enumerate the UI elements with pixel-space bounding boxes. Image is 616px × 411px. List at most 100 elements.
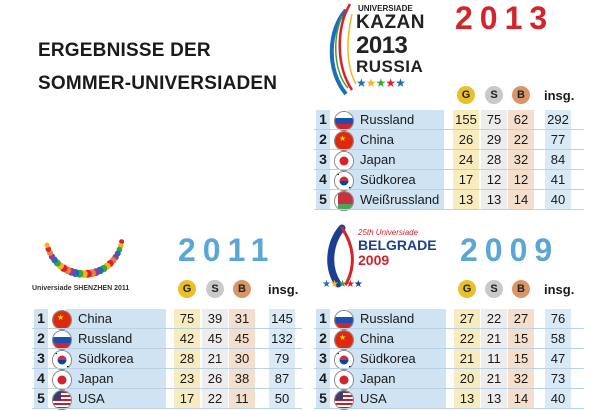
total-count: 292 [545, 110, 571, 129]
bronze-count: 45 [234, 331, 250, 346]
year-2009-heading: 2009 [460, 232, 560, 268]
table-row: China 2 ★ 22 21 15 58 [314, 329, 584, 350]
kazan-logo-line-1: UNIVERSIADE [358, 4, 413, 13]
silver-count: 21 [486, 331, 502, 346]
table-row: USA 5 17 22 11 50 [32, 389, 302, 410]
column-header-total: insg. [268, 282, 299, 297]
country-name: Japan [66, 369, 166, 388]
silver-count: 75 [486, 112, 502, 127]
rank-number: 3 [34, 349, 48, 368]
shenzhen-logo-caption: Universiade SHENZHEN 2011 [32, 285, 130, 292]
row-divider [314, 328, 584, 329]
rank-number: 3 [316, 349, 330, 368]
table-row: China 2 ★ 26 29 22 77 [314, 130, 584, 151]
svg-text:★: ★ [339, 333, 346, 342]
gold-count: 155 [455, 112, 477, 127]
gold-count: 23 [179, 371, 195, 386]
column-header-gold: G [458, 280, 476, 298]
belgrade-universiade-logo: 25th Universiade BELGRADE 2009 ★★★★★ [320, 222, 445, 294]
total-count: 73 [545, 369, 571, 388]
rank-number: 4 [316, 170, 330, 189]
column-header-gold: G [178, 280, 196, 298]
silver-count: 26 [207, 371, 223, 386]
country-name: USA [66, 389, 166, 408]
country-name: Russland [348, 309, 446, 328]
rank-number: 2 [316, 329, 330, 348]
gold-count: 13 [458, 192, 474, 207]
korea-flag-icon [334, 171, 354, 191]
total-count: 40 [545, 389, 571, 408]
total-count: 40 [545, 190, 571, 209]
country-name: China [66, 309, 166, 328]
silver-count: 13 [486, 192, 502, 207]
row-divider [314, 408, 584, 409]
column-header-bronze: B [512, 280, 530, 298]
belgrade-emblem-icon [327, 224, 354, 288]
bronze-count: 14 [513, 192, 529, 207]
table-row: Russland 2 42 45 45 132 [32, 329, 302, 350]
kazan-swoosh-icon [329, 3, 357, 96]
table-row: Japan 3 24 28 32 84 [314, 150, 584, 171]
bronze-count: 62 [513, 112, 529, 127]
belgrade-logo-line-2: BELGRADE [358, 237, 437, 253]
gold-count: 22 [459, 331, 475, 346]
column-tint-silver [481, 110, 507, 210]
country-name: China [348, 329, 446, 348]
japan-flag-icon [52, 370, 72, 390]
silver-count: 28 [486, 152, 502, 167]
country-name: Russland [348, 110, 444, 129]
column-header-silver: S [206, 280, 224, 298]
silver-count: 22 [486, 311, 502, 326]
row-divider [32, 408, 302, 409]
total-count: 84 [545, 150, 571, 169]
page-title-line-2: SOMMER-UNIVERSIADEN [38, 73, 278, 94]
row-divider [32, 388, 302, 389]
total-count: 41 [545, 170, 571, 189]
total-count: 87 [269, 369, 295, 388]
table-row: Russland 1 155 75 62 292 [314, 110, 584, 131]
column-header-silver: S [485, 280, 503, 298]
rank-number: 3 [316, 150, 330, 169]
bronze-count: 15 [513, 331, 529, 346]
row-divider [314, 368, 584, 369]
gold-count: 75 [179, 311, 195, 326]
country-name: Japan [348, 150, 444, 169]
table-row: Südkorea 4 17 12 12 41 [314, 170, 584, 191]
russia-flag-icon [52, 330, 72, 350]
total-count: 50 [269, 389, 295, 408]
row-divider [314, 189, 584, 190]
bronze-count: 12 [513, 172, 529, 187]
rank-number: 2 [34, 329, 48, 348]
china-flag-icon: ★ [334, 131, 354, 151]
row-divider [314, 149, 584, 150]
rank-number: 4 [34, 369, 48, 388]
gold-count: 28 [179, 351, 195, 366]
table-row: Weißrussland 5 13 13 14 40 [314, 190, 584, 211]
rank-number: 1 [316, 309, 330, 328]
shenzhen-arc-dot [44, 242, 50, 248]
bronze-count: 31 [234, 311, 250, 326]
usa-flag-icon [52, 390, 72, 410]
column-tint-bronze [229, 309, 255, 409]
total-count: 79 [269, 349, 295, 368]
rank-number: 2 [316, 130, 330, 149]
row-divider [32, 368, 302, 369]
country-name: China [348, 130, 444, 149]
china-flag-icon: ★ [334, 330, 354, 350]
russia-flag-icon [334, 111, 354, 131]
rank-number: 5 [34, 389, 48, 408]
column-tint-bronze [508, 309, 534, 409]
korea-flag-icon [334, 350, 354, 370]
rank-number: 5 [316, 190, 330, 209]
page-title-line-1: ERGEBNISSE DER [38, 40, 211, 61]
country-name: Südkorea [348, 170, 444, 189]
silver-count: 45 [207, 331, 223, 346]
column-tint-bronze [508, 110, 534, 210]
country-name: USA [348, 389, 446, 408]
gold-count: 20 [459, 371, 475, 386]
table-row: Südkorea 3 28 21 30 79 [32, 349, 302, 370]
column-header-silver: S [485, 86, 503, 104]
table-row: Südkorea 3 21 11 15 47 [314, 349, 584, 370]
